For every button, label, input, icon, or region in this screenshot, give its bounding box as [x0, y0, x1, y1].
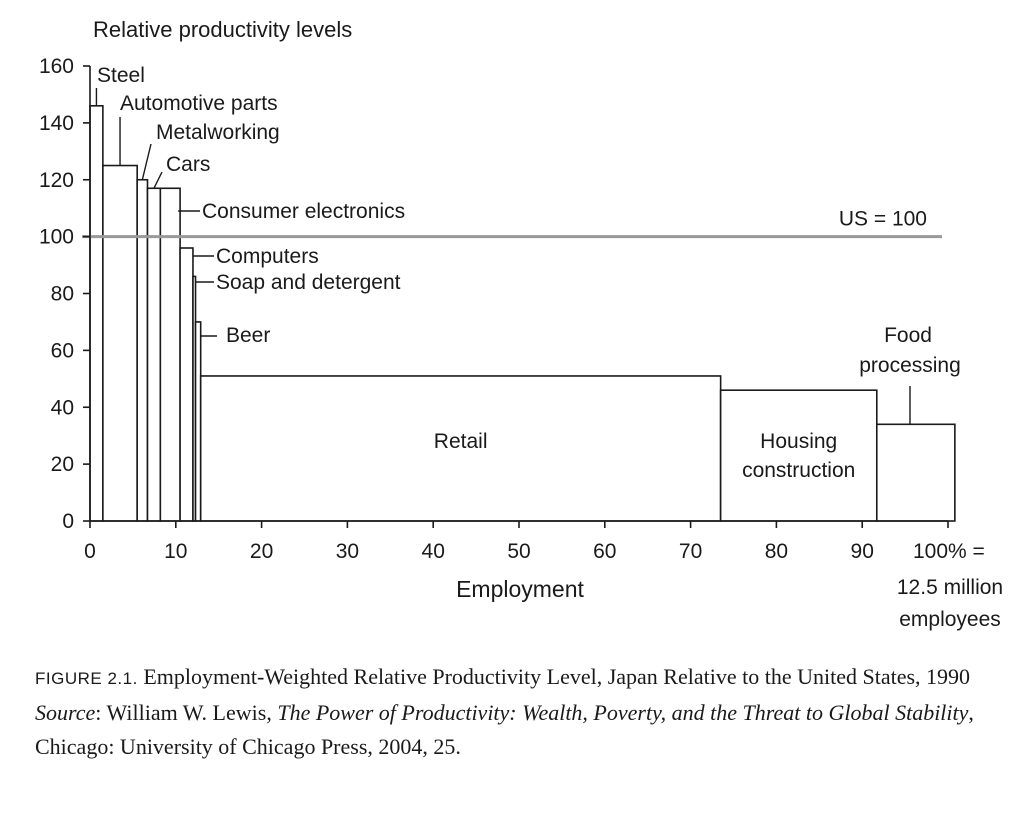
- x-tick-label-0: 0: [84, 540, 96, 563]
- figure-title: Employment-Weighted Relative Productivit…: [137, 664, 971, 689]
- bar-housing-construction: [719, 389, 878, 522]
- y-tick-label-140: 140: [39, 112, 74, 135]
- productivity-chart: Relative productivity levels Employment …: [39, 17, 1003, 631]
- x-tick-label-20: 20: [250, 540, 273, 563]
- bar-labels-layer: Steel Automotive parts Metalworking Cars Con…: [95, 64, 961, 482]
- y-tick-label-20: 20: [51, 453, 74, 476]
- bar-retail: [199, 375, 722, 522]
- bar-automotive-parts: [102, 164, 138, 522]
- y-tick-label-40: 40: [51, 396, 74, 419]
- bar-steel: [89, 105, 104, 522]
- y-tick-label-120: 120: [39, 169, 74, 192]
- figure-label: FIGURE 2.1.: [35, 669, 138, 688]
- reference-line-layer: US = 100: [82, 208, 942, 239]
- bar-label-housing-construction-line-1: Housing: [760, 430, 837, 453]
- bar-cars: [146, 187, 162, 522]
- bars-layer: [89, 105, 956, 522]
- source-book-title: The Power of Productivity: Wealth, Pover…: [277, 700, 969, 725]
- caption-source-line: Source: William W. Lewis, The Power of P…: [35, 696, 1010, 764]
- bar-label-consumer-electronics: Consumer electronics: [202, 200, 405, 223]
- x-tick-label-30: 30: [336, 540, 359, 563]
- x-tick-label-90: 90: [851, 540, 874, 563]
- x-tick-label-50: 50: [507, 540, 530, 563]
- x-tick-label-40: 40: [422, 540, 445, 563]
- y-tick-label-100: 100: [39, 226, 74, 249]
- x-axis-label: Employment: [456, 576, 584, 602]
- bar-label-steel: Steel: [97, 64, 145, 87]
- bar-computers: [179, 247, 194, 522]
- y-tick-label-60: 60: [51, 339, 74, 362]
- leader-cars: [153, 171, 163, 189]
- figure-caption: FIGURE 2.1. Employment-Weighted Relative…: [35, 660, 1010, 764]
- bar-label-computers: Computers: [216, 245, 319, 268]
- axes-layer: 0 20 40 60 80 100 120 140 160 0 10 20 30 40 50 60 70 80 90…: [39, 55, 1003, 631]
- y-axis-label: Relative productivity levels: [93, 17, 352, 42]
- y-tick-label-0: 0: [62, 510, 74, 533]
- bar-label-beer: Beer: [226, 324, 270, 347]
- bar-label-metalworking: Metalworking: [156, 121, 280, 144]
- bar-label-food-processing-line-1: Food: [884, 324, 932, 347]
- source-separator: : William W. Lewis,: [95, 700, 278, 725]
- leader-metalworking: [141, 143, 152, 180]
- x-tick-label-60: 60: [593, 540, 616, 563]
- x-end-note-line-2: employees: [899, 608, 1001, 631]
- y-tick-label-160: 160: [39, 55, 74, 78]
- bar-label-automotive-parts: Automotive parts: [120, 92, 278, 115]
- x-end-note-line-1: 12.5 million: [897, 576, 1003, 599]
- bar-label-housing-construction-line-2: construction: [742, 459, 855, 482]
- x-tick-label-80: 80: [765, 540, 788, 563]
- bar-label-food-processing-line-2: processing: [859, 354, 961, 377]
- bar-consumer-electronics: [159, 187, 181, 522]
- x-tick-label-100: 100% =: [913, 540, 985, 563]
- bar-label-cars: Cars: [166, 153, 210, 176]
- bar-label-soap-and-detergent: Soap and detergent: [216, 271, 401, 294]
- bar-label-retail: Retail: [434, 430, 488, 453]
- bar-metalworking: [136, 178, 149, 522]
- caption-title-line: FIGURE 2.1. Employment-Weighted Relative…: [35, 660, 1010, 696]
- x-tick-label-10: 10: [164, 540, 187, 563]
- source-publication: , Chicago: University of Chicago Press, …: [35, 700, 974, 759]
- y-tick-label-80: 80: [51, 283, 74, 306]
- bar-food-processing: [875, 423, 956, 522]
- source-label: Source: [35, 700, 96, 725]
- x-tick-label-70: 70: [679, 540, 702, 563]
- reference-line-label: US = 100: [839, 208, 927, 231]
